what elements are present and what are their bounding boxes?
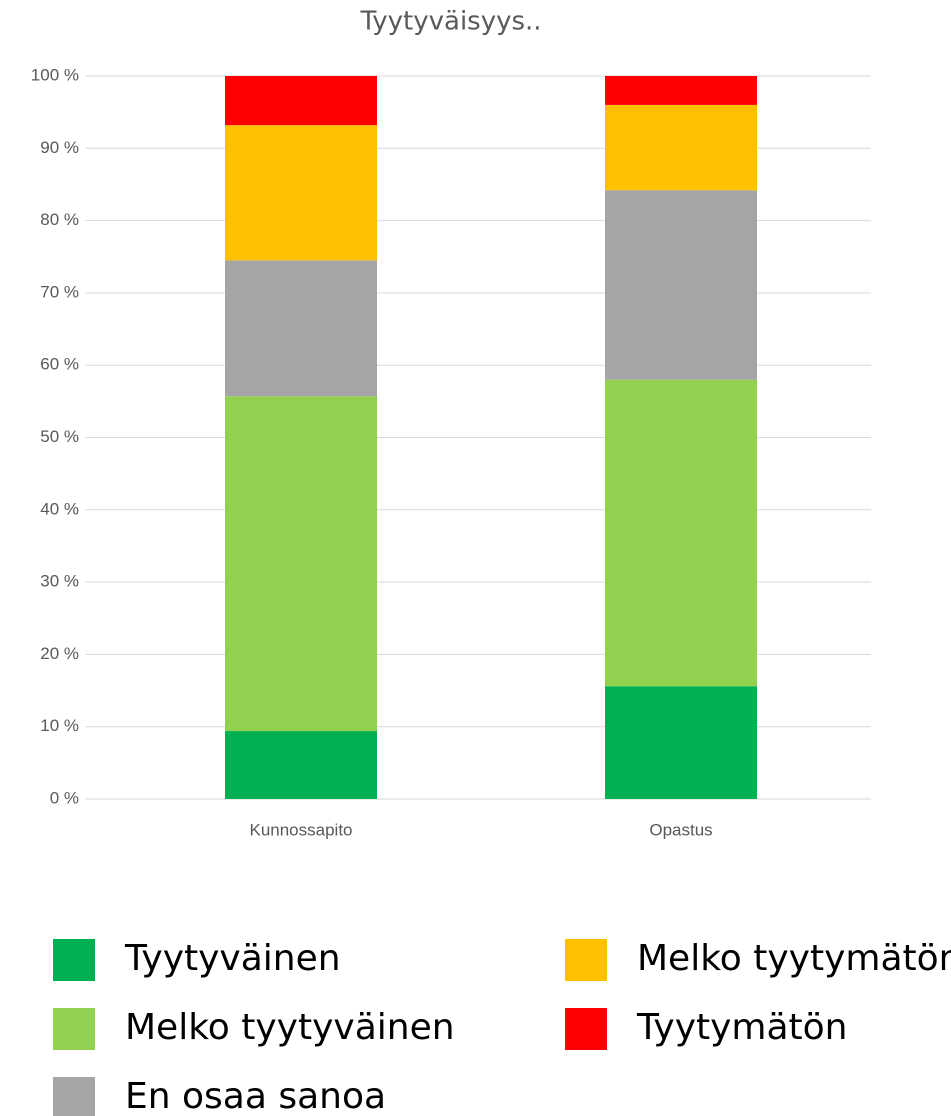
x-tick-label: Opastus bbox=[649, 820, 712, 839]
y-tick-label: 20 % bbox=[40, 644, 79, 663]
y-tick-label: 40 % bbox=[40, 499, 79, 518]
bar-segment bbox=[605, 76, 757, 105]
chart-title: Tyytyväisyys.. bbox=[359, 7, 541, 37]
legend-label: Melko tyytyväinen bbox=[125, 1007, 455, 1048]
legend-swatch bbox=[565, 1008, 607, 1050]
bar-segment bbox=[605, 190, 757, 380]
legend-label: Tyytymätön bbox=[636, 1007, 848, 1048]
y-tick-label: 70 % bbox=[40, 282, 79, 301]
legend-label: En osaa sanoa bbox=[125, 1076, 386, 1116]
y-tick-label: 50 % bbox=[40, 427, 79, 446]
y-tick-label: 80 % bbox=[40, 210, 79, 229]
bar-segment bbox=[225, 125, 377, 261]
y-tick-label: 30 % bbox=[40, 572, 79, 591]
bar-segment bbox=[605, 104, 757, 191]
legend-swatch bbox=[53, 939, 95, 981]
y-tick-label: 90 % bbox=[40, 138, 79, 157]
bar-segment bbox=[605, 379, 757, 687]
legend-label: Tyytyväinen bbox=[124, 938, 341, 979]
legend-label: Melko tyytymätön bbox=[637, 938, 951, 979]
legend-swatch bbox=[53, 1008, 95, 1050]
y-tick-label: 100 % bbox=[31, 65, 79, 84]
bar-segment bbox=[225, 731, 377, 799]
y-tick-label: 60 % bbox=[40, 355, 79, 374]
y-tick-label: 10 % bbox=[40, 716, 79, 735]
bar-segment bbox=[605, 686, 757, 799]
bar-segment bbox=[225, 76, 377, 126]
legend-swatch bbox=[565, 939, 607, 981]
y-tick-label: 0 % bbox=[50, 788, 79, 807]
x-tick-label: Kunnossapito bbox=[249, 820, 352, 839]
bar-segment bbox=[225, 260, 377, 397]
bar-segment bbox=[225, 396, 377, 732]
legend-swatch bbox=[53, 1077, 95, 1116]
